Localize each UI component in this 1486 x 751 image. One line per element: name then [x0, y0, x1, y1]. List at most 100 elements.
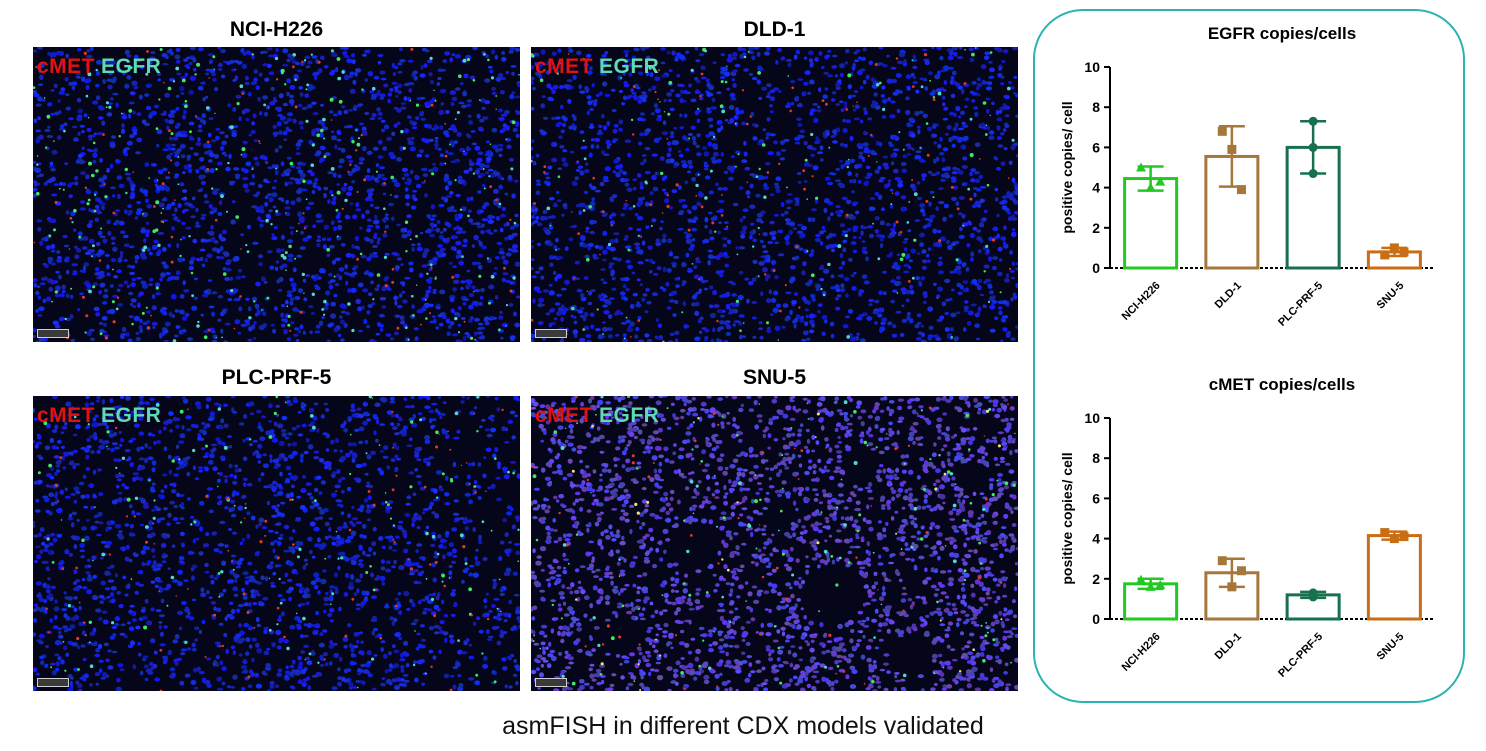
- nucleus-dot: [62, 182, 67, 187]
- nucleus-dot: [976, 285, 982, 291]
- nucleus-dot: [492, 170, 498, 175]
- nucleus-dot: [45, 473, 52, 478]
- nucleus-dot: [153, 650, 158, 655]
- nucleus-dot: [371, 112, 377, 118]
- nucleus-dot: [858, 313, 865, 317]
- nucleus-dot: [682, 280, 687, 285]
- nucleus-dot: [375, 419, 380, 425]
- nucleus-dot: [151, 467, 156, 473]
- nucleus-dot: [126, 54, 132, 58]
- nucleus-dot: [933, 334, 939, 339]
- nucleus-dot: [901, 304, 905, 308]
- nucleus-dot: [189, 147, 194, 150]
- nucleus-dot: [957, 170, 964, 175]
- nucleus-dot: [383, 124, 390, 130]
- nucleus-dot: [827, 181, 834, 186]
- nucleus-dot: [743, 151, 748, 157]
- nucleus-dot: [839, 223, 846, 228]
- nucleus-dot: [329, 190, 333, 195]
- nucleus-dot: [64, 77, 69, 82]
- nucleus-dot: [594, 189, 601, 193]
- nucleus-dot: [201, 113, 207, 119]
- nucleus-dot: [1010, 145, 1016, 151]
- nucleus-dot: [221, 74, 226, 79]
- nucleus-dot: [311, 55, 318, 59]
- nucleus-dot: [879, 243, 884, 249]
- nucleus-dot: [131, 128, 138, 132]
- nucleus-dot: [110, 258, 117, 263]
- nucleus-dot: [420, 117, 427, 121]
- nucleus-dot: [515, 609, 520, 615]
- nucleus-dot: [50, 89, 55, 92]
- nucleus-dot: [223, 252, 230, 257]
- egfr-signal-dot: [162, 207, 165, 210]
- nucleus-dot: [671, 262, 677, 265]
- nucleus-dot: [874, 169, 880, 174]
- nucleus-dot: [801, 270, 806, 276]
- nucleus-dot: [571, 125, 577, 129]
- nucleus-dot: [387, 98, 391, 104]
- micro-panel-2: cMET EGFR: [531, 47, 1018, 342]
- nucleus-dot: [974, 323, 980, 328]
- nucleus-dot: [997, 300, 1004, 305]
- nucleus-dot: [776, 151, 781, 157]
- nucleus-dot: [900, 195, 907, 200]
- nucleus-dot: [195, 221, 200, 226]
- nucleus-dot: [391, 216, 395, 222]
- nucleus-dot: [927, 247, 932, 251]
- nucleus-dot: [254, 161, 260, 167]
- nucleus-dot: [248, 326, 253, 332]
- cmet-signal-dot: [495, 198, 498, 202]
- nucleus-dot: [512, 280, 516, 286]
- nucleus-dot: [225, 289, 232, 294]
- nucleus-dot: [700, 65, 706, 70]
- nucleus-dot: [366, 324, 370, 329]
- egfr-signal-dot: [158, 98, 161, 101]
- nucleus-dot: [655, 238, 661, 243]
- nucleus-dot: [325, 302, 329, 307]
- nucleus-dot: [573, 333, 578, 339]
- nucleus-dot: [806, 337, 811, 341]
- nucleus-dot: [952, 127, 958, 132]
- nucleus-dot: [887, 179, 892, 183]
- nucleus-dot: [37, 295, 41, 300]
- nucleus-dot: [212, 77, 217, 82]
- nucleus-dot: [929, 91, 936, 96]
- nucleus-dot: [333, 113, 338, 117]
- nucleus-dot: [841, 196, 848, 201]
- nucleus-dot: [400, 320, 405, 325]
- nucleus-dot: [889, 188, 894, 192]
- nucleus-dot: [870, 103, 876, 109]
- nucleus-dot: [177, 203, 182, 209]
- nucleus-dot: [651, 218, 657, 223]
- nucleus-dot: [355, 202, 360, 208]
- nucleus-dot: [655, 318, 659, 322]
- egfr-signal-dot: [495, 95, 498, 97]
- nucleus-dot: [797, 122, 803, 127]
- nucleus-dot: [194, 224, 201, 228]
- nucleus-dot: [961, 213, 966, 219]
- nucleus-dot: [839, 100, 844, 104]
- cmet-signal-dot: [992, 238, 996, 242]
- nucleus-dot: [701, 146, 708, 150]
- nucleus-dot: [175, 94, 180, 98]
- nucleus-dot: [851, 65, 856, 71]
- nucleus-dot: [821, 331, 826, 337]
- nucleus-dot: [296, 189, 302, 195]
- nucleus-dot: [552, 270, 557, 275]
- nucleus-dot: [38, 173, 44, 178]
- nucleus-dot: [632, 186, 637, 191]
- nucleus-dot: [694, 47, 699, 51]
- nucleus-dot: [270, 86, 275, 91]
- nucleus-dot: [513, 311, 517, 317]
- cmet-signal-dot: [599, 253, 601, 256]
- nucleus-dot: [989, 290, 994, 295]
- nucleus-dot: [501, 57, 507, 62]
- egfr-signal-dot: [295, 230, 298, 233]
- nucleus-dot: [211, 190, 219, 195]
- egfr-signal-dot: [336, 190, 341, 195]
- nucleus-dot: [162, 247, 167, 252]
- nucleus-dot: [68, 81, 73, 86]
- egfr-signal-dot: [820, 287, 823, 291]
- nucleus-dot: [55, 667, 60, 672]
